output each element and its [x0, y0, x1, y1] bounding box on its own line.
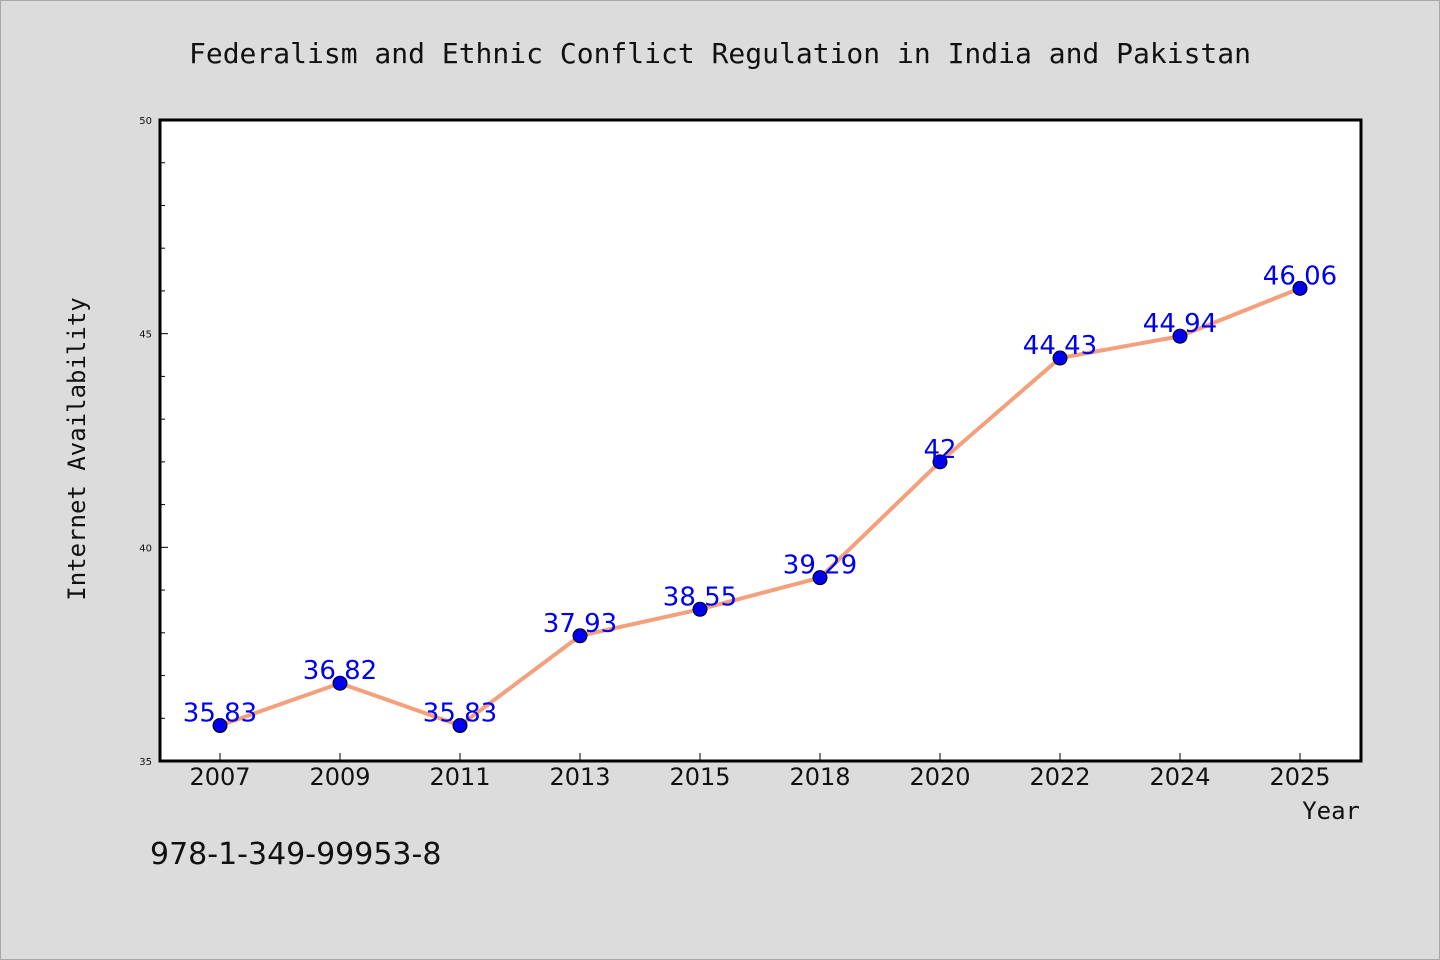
- data-point: [1292, 280, 1308, 296]
- data-point: [212, 718, 228, 734]
- data-point: [332, 675, 348, 691]
- x-tick-label: 2015: [669, 763, 730, 791]
- data-labels: 35.83 36.82 35.83 37.93 38.55 39.29 42 44.43 44.…: [183, 261, 1337, 728]
- plot-area: [158, 118, 1363, 763]
- x-tick-label: 2007: [189, 763, 250, 791]
- data-label: 46.06: [1263, 261, 1337, 291]
- data-label: 44.94: [1143, 309, 1217, 339]
- data-label: 35.83: [183, 699, 257, 729]
- data-point: [452, 718, 468, 734]
- data-label: 36.82: [303, 656, 377, 686]
- data-label: 39.29: [783, 551, 857, 581]
- data-label: 35.83: [423, 699, 497, 729]
- x-tick-label: 2011: [429, 763, 490, 791]
- series-line: [219, 286, 1301, 728]
- x-tick-label: 2022: [1029, 763, 1090, 791]
- data-point: [1052, 350, 1068, 366]
- x-tick-label: 2025: [1269, 763, 1330, 791]
- x-tick-label: 2018: [789, 763, 850, 791]
- y-tick-label: 40: [139, 543, 152, 554]
- y-axis-label: Internet Availability: [63, 297, 91, 600]
- data-label: 44.43: [1023, 331, 1097, 361]
- x-tick-label: 2013: [549, 763, 610, 791]
- data-point: [932, 454, 948, 470]
- y-tick-label: 35: [139, 757, 152, 768]
- series-line-group: [219, 286, 1301, 728]
- data-point: [1172, 328, 1188, 344]
- data-label: 42: [923, 435, 956, 465]
- y-axis: 35 40 45 50: [139, 116, 168, 768]
- data-markers: [212, 280, 1308, 734]
- data-point: [692, 601, 708, 617]
- x-axis: 2007 2009 2011 2013 2015 2018 2020 2022 2024 2025: [189, 753, 1331, 791]
- data-label: 38.55: [663, 582, 737, 612]
- isbn-footer: 978-1-349-99953-8: [150, 837, 441, 872]
- x-tick-label: 2020: [909, 763, 970, 791]
- x-tick-label: 2024: [1149, 763, 1210, 791]
- y-tick-label: 50: [139, 116, 152, 127]
- x-tick-label: 2009: [309, 763, 370, 791]
- data-point: [572, 628, 588, 644]
- data-point: [812, 570, 828, 586]
- x-axis-label: Year: [1302, 797, 1360, 825]
- data-label: 37.93: [543, 609, 617, 639]
- chart-title: Federalism and Ethnic Conflict Regulatio…: [189, 37, 1251, 70]
- y-tick-label: 45: [139, 330, 152, 341]
